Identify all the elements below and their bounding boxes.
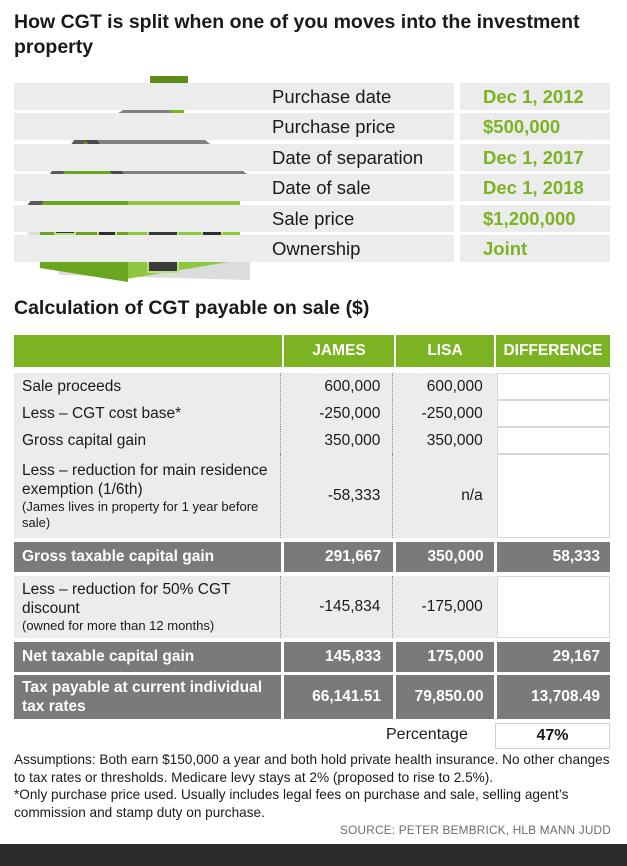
table-header: JAMES LISA DIFFERENCE — [14, 335, 610, 367]
row-james: 145,833 — [283, 642, 394, 672]
source-credit: SOURCE: PETER BEMBRICK, HLB MANN JUDD — [340, 823, 611, 837]
row-lisa: 350,000 — [396, 542, 494, 572]
row-label: Less – reduction for main residence exem… — [22, 462, 268, 498]
table-row: Less – reduction for main residence exem… — [14, 454, 610, 538]
row-label: Sale proceeds — [14, 373, 281, 400]
row-label: Net taxable capital gain — [14, 642, 281, 672]
page-title: How CGT is split when one of you moves i… — [14, 11, 580, 58]
fact-label: Date of sale — [272, 177, 371, 199]
footer-bar — [0, 844, 627, 866]
fact-row-ownership: Ownership Joint — [14, 234, 610, 262]
fact-label: Date of separation — [272, 146, 424, 168]
row-james: -250,000 — [283, 400, 393, 427]
row-note: (owned for more than 12 months) — [22, 618, 215, 633]
row-difference — [496, 400, 610, 427]
fact-value: $500,000 — [460, 113, 610, 141]
row-lisa: -175,000 — [395, 576, 493, 638]
percentage-label: Percentage — [386, 726, 468, 743]
header-james: JAMES — [284, 335, 394, 367]
percentage-row: Percentage 47% — [14, 723, 610, 749]
fact-row-sale-price: Sale price $1,200,000 — [14, 204, 610, 232]
row-label: Gross capital gain — [14, 427, 281, 454]
fact-label: Purchase price — [272, 116, 396, 138]
row-lisa: 350,000 — [395, 427, 493, 454]
assumptions: Assumptions: Both earn $150,000 a year a… — [14, 752, 610, 785]
percentage-value: 47% — [495, 723, 610, 749]
fact-row-purchase-date: Purchase date Dec 1, 2012 — [14, 83, 610, 110]
header-lisa: LISA — [396, 335, 494, 367]
footnote: *Only purchase price used. Usually inclu… — [14, 787, 569, 820]
row-difference: 58,333 — [496, 542, 610, 572]
cgt-table: JAMES LISA DIFFERENCE Sale proceeds 600,… — [14, 335, 610, 749]
row-label: Tax payable at current individual tax ra… — [14, 675, 281, 719]
row-lisa: n/a — [395, 454, 493, 538]
property-facts: Purchase date Dec 1, 2012 Purchase price… — [14, 83, 610, 265]
table-row: Less – reduction for 50% CGT discount (o… — [14, 576, 610, 638]
table-row-highlight: Tax payable at current individual tax ra… — [14, 675, 610, 719]
row-label: Less – CGT cost base* — [14, 400, 281, 427]
fact-value: Dec 1, 2017 — [460, 143, 610, 171]
row-difference: 29,167 — [496, 642, 610, 672]
row-lisa: 600,000 — [395, 373, 493, 400]
fact-value: Dec 1, 2012 — [460, 83, 610, 110]
table-row-highlight: Gross taxable capital gain 291,667 350,0… — [14, 542, 610, 572]
row-lisa: 175,000 — [396, 642, 494, 672]
header-difference: DIFFERENCE — [496, 335, 610, 367]
fact-label: Ownership — [272, 237, 361, 259]
row-difference — [496, 427, 610, 454]
table-row: Less – CGT cost base* -250,000 -250,000 — [14, 400, 610, 427]
fact-label: Sale price — [272, 207, 355, 229]
row-james: -58,333 — [283, 454, 393, 538]
row-difference — [496, 576, 610, 638]
row-label: Less – reduction for 50% CGT discount — [22, 581, 231, 617]
fact-row-purchase-price: Purchase price $500,000 — [14, 113, 610, 141]
table-row: Gross capital gain 350,000 350,000 — [14, 427, 610, 454]
row-james: 600,000 — [283, 373, 393, 400]
row-difference — [496, 454, 610, 538]
fact-label: Purchase date — [272, 86, 392, 107]
row-james: 291,667 — [283, 542, 394, 572]
row-difference: 13,708.49 — [496, 675, 610, 719]
row-label: Gross taxable capital gain — [14, 542, 281, 572]
assumptions-text: Assumptions: Both earn $150,000 a year a… — [14, 751, 614, 821]
table-row-highlight: Net taxable capital gain 145,833 175,000… — [14, 642, 610, 672]
row-lisa: 79,850.00 — [396, 675, 494, 719]
header-blank — [14, 335, 282, 367]
table-title: Calculation of CGT payable on sale ($) — [14, 297, 370, 319]
fact-row-separation-date: Date of separation Dec 1, 2017 — [14, 143, 610, 171]
row-label-cell: Less – reduction for main residence exem… — [14, 454, 281, 538]
fact-value: Joint — [460, 234, 610, 262]
row-label-cell: Less – reduction for 50% CGT discount (o… — [14, 576, 281, 638]
row-lisa: -250,000 — [395, 400, 493, 427]
row-difference — [496, 373, 610, 400]
fact-row-sale-date: Date of sale Dec 1, 2018 — [14, 174, 610, 202]
fact-value: Dec 1, 2018 — [460, 174, 610, 202]
row-note: (James lives in property for 1 year befo… — [22, 499, 259, 530]
fact-value: $1,200,000 — [460, 204, 610, 232]
row-james: 350,000 — [283, 427, 393, 454]
row-james: -145,834 — [283, 576, 393, 638]
row-james: 66,141.51 — [283, 675, 394, 719]
table-row: Sale proceeds 600,000 600,000 — [14, 373, 610, 400]
